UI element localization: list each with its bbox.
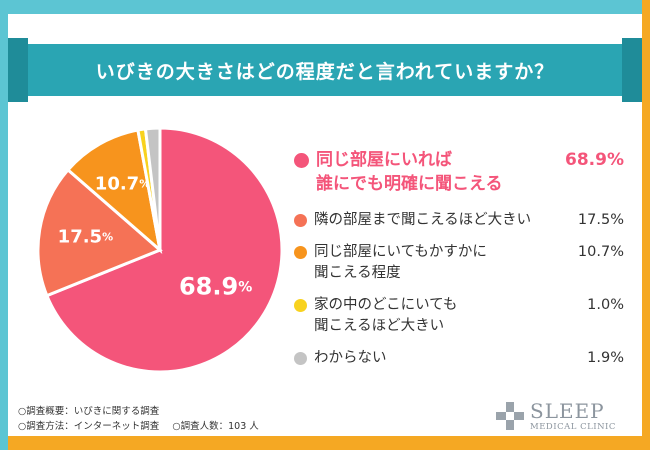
pie-slice [36,167,163,298]
pie-slice-value: 10.7 [95,173,139,194]
legend-dot-icon [294,299,307,312]
frame-right-border [642,0,650,450]
footnote-method: ○調査方法：インターネット調査 [18,421,160,432]
legend-dot-icon [294,153,309,168]
pie-slice-unit: % [238,280,252,296]
legend-label-line1: わからない [314,350,387,366]
footnotes: ○調査概要：いびきに関する調査 ○調査方法：インターネット調査 ○調査人数：10… [18,404,269,434]
pie-slice-value: 68.9 [179,273,238,301]
sleep-medical-clinic-logo: SLEEP MEDICAL CLINIC [496,398,636,434]
legend-value: 1.0% [587,297,624,313]
legend-label-line2: 聞こえる程度 [314,265,401,281]
pie-slice-unit: % [139,177,150,190]
legend-label-line1: 同じ部屋にいてもかすかに [314,244,487,260]
frame-bottom-border [0,436,650,450]
frame-left-border [0,0,8,450]
legend-label-line2: 誰にでも明確に聞こえる [316,174,503,194]
frame-top-border [0,0,650,14]
legend-value: 1.9% [587,350,624,366]
pie-slice-unit: % [102,230,113,243]
legend-label-line1: 同じ部屋にいれば [316,150,452,170]
title-band: いびきの大きさはどの程度だと言われていますか？ [8,38,642,102]
pie-slice [65,128,163,254]
legend-item: 同じ部屋にいてもかすかに 聞こえる程度 10.7% [294,242,624,284]
medical-cross-icon [496,402,524,430]
legend-item: 家の中のどこにいても 聞こえるほど大きい 1.0% [294,295,624,337]
pie-slice [44,126,284,374]
legend-dot-icon [294,352,307,365]
title-tab-right [622,38,642,102]
footnote-sample: ○調査人数：103 人 [172,421,259,432]
legend-dot-icon [294,214,307,227]
legend-label-line1: 隣の部屋まで聞こえるほど大きい [314,212,532,228]
title-tab-left [8,38,28,102]
legend: 同じ部屋にいれば誰にでも明確に聞こえる 68.9% 隣の部屋まで聞こえるほど大きい 1… [294,148,624,380]
legend-label: 家の中のどこにいても 聞こえるほど大きい [314,295,554,337]
footnote-overview: ○調査概要：いびきに関する調査 [18,406,160,417]
legend-dot-icon [294,246,307,259]
pie-slice-label: 17.5% [58,226,113,247]
logo-text-medical-clinic: MEDICAL CLINIC [530,421,616,432]
logo-text-sleep: SLEEP [530,398,605,423]
legend-label-line2: 聞こえるほど大きい [314,318,445,334]
legend-label: 同じ部屋にいてもかすかに 聞こえる程度 [314,242,554,284]
legend-label: わからない [314,348,554,369]
legend-label: 隣の部屋まで聞こえるほど大きい [314,210,554,231]
legend-label: 同じ部屋にいれば誰にでも明確に聞こえる [316,148,554,196]
legend-value: 68.9% [565,150,624,170]
pie-chart: 68.9%17.5%10.7% [36,126,284,374]
legend-value: 10.7% [577,244,624,260]
pie-slice-label: 10.7% [95,173,150,194]
pie-slice-value: 17.5 [58,226,102,247]
legend-item: わからない 1.9% [294,348,624,369]
legend-value: 17.5% [577,212,624,228]
pie-slice [143,126,162,251]
legend-item: 同じ部屋にいれば誰にでも明確に聞こえる 68.9% [294,148,624,196]
page-title: いびきの大きさはどの程度だと言われていますか？ [95,60,555,83]
legend-item: 隣の部屋まで聞こえるほど大きい 17.5% [294,210,624,231]
legend-label-line1: 家の中のどこにいても [314,297,458,313]
pie-slice-label: 68.9% [179,273,252,301]
